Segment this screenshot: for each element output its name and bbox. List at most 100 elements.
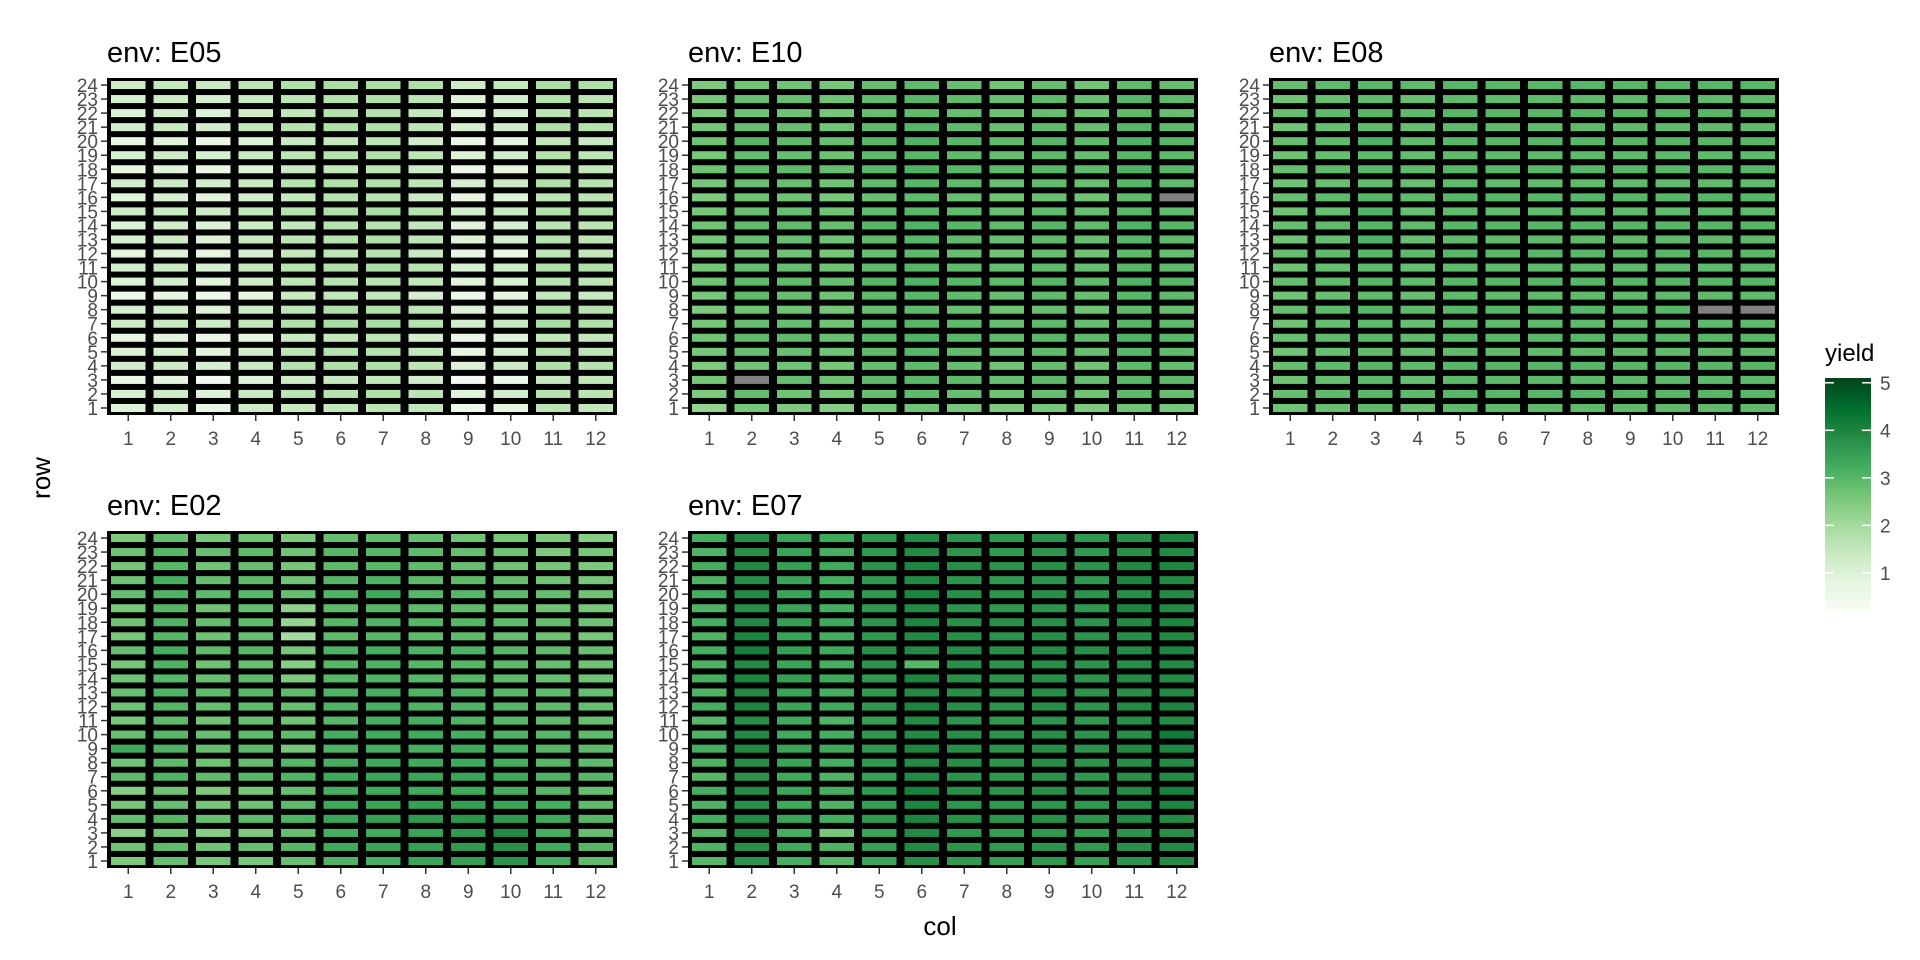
heatmap-cell [692,534,727,543]
heatmap-cell [1032,842,1067,851]
heatmap-cell [536,305,571,314]
heatmap-cell [777,576,812,585]
heatmap-cell [777,165,812,174]
heatmap-cell [819,702,854,711]
heatmap-cell [1698,137,1733,146]
y-tick-label: 21 [1239,118,1260,139]
heatmap-cell [578,165,613,174]
heatmap-cell [578,305,613,314]
heatmap-cell [196,534,231,543]
heatmap-cell [196,576,231,585]
heatmap-cell [536,249,571,258]
heatmap-cell [904,207,939,216]
heatmap-cell [862,277,897,286]
heatmap-cell [1358,81,1393,90]
heatmap-cell [238,632,273,641]
heatmap-cell [1117,389,1152,398]
heatmap-cell [1485,137,1520,146]
heatmap-cell [1074,109,1109,118]
heatmap-cell [1443,109,1478,118]
heatmap-cell [1074,403,1109,412]
heatmap-cell [1159,263,1194,272]
heatmap-cell [536,109,571,118]
heatmap-cell [862,828,897,837]
y-tick-label: 19 [1239,146,1260,167]
heatmap-cell [1485,333,1520,342]
heatmap-cell [692,842,727,851]
heatmap-cell [1117,674,1152,683]
heatmap-cell [451,646,486,655]
y-tick-label: 2 [87,385,98,406]
heatmap-cell [1400,305,1435,314]
heatmap-cell [1655,235,1690,244]
heatmap-cell [578,81,613,90]
heatmap-cell [578,123,613,132]
x-tick-label: 6 [916,429,927,450]
heatmap-cell [536,81,571,90]
heatmap-cell [904,235,939,244]
heatmap-cell [989,277,1024,286]
heatmap-cell [692,632,727,641]
heatmap-cell [536,856,571,865]
heatmap-cell [281,702,316,711]
heatmap-cell [1159,151,1194,160]
heatmap-cell [1358,207,1393,216]
heatmap-cell [1443,179,1478,188]
heatmap-cell [989,618,1024,627]
heatmap-cell [862,137,897,146]
heatmap-cell [451,291,486,300]
heatmap-cell [1273,151,1308,160]
heatmap-cell [1570,333,1605,342]
heatmap-cell [1159,193,1194,202]
heatmap-cell [1655,333,1690,342]
heatmap-cell [493,165,528,174]
heatmap-cell [578,291,613,300]
heatmap-cell [1400,109,1435,118]
heatmap-cell [1159,165,1194,174]
heatmap-cell [1032,179,1067,188]
heatmap-cell [692,716,727,725]
heatmap-cell [196,263,231,272]
heatmap-cell [1159,235,1194,244]
heatmap-cell [1159,123,1194,132]
heatmap-cell [862,716,897,725]
heatmap-cell [281,842,316,851]
heatmap-cell [196,249,231,258]
heatmap-cell [777,758,812,767]
heatmap-cell [862,165,897,174]
x-tick-label: 2 [165,429,176,450]
heatmap-cell [1358,403,1393,412]
heatmap-cell [111,856,146,865]
y-tick-label: 7 [1249,315,1260,336]
y-tick-label: 23 [658,90,679,111]
heatmap-cell [947,389,982,398]
heatmap-cell [1117,632,1152,641]
heatmap-cell [1315,319,1350,328]
heatmap-cell [777,263,812,272]
heatmap-cell [819,618,854,627]
heatmap-cell [111,81,146,90]
heatmap-cell [323,263,358,272]
heatmap-cell [1698,249,1733,258]
heatmap-cell [1117,534,1152,543]
heatmap-cell [578,347,613,356]
heatmap-cell [904,576,939,585]
heatmap-cell [578,646,613,655]
heatmap-cell [1655,151,1690,160]
heatmap-cell [989,151,1024,160]
heatmap-cell [451,151,486,160]
heatmap-cell [451,730,486,739]
heatmap-cell [238,842,273,851]
heatmap-cell [408,856,443,865]
heatmap-cell [947,137,982,146]
heatmap-cell [451,590,486,599]
heatmap-cell [1485,179,1520,188]
y-tick-label: 1 [87,399,98,420]
heatmap-cell [111,361,146,370]
heatmap-cell [692,109,727,118]
heatmap-cell [1400,221,1435,230]
heatmap-cell [1074,590,1109,599]
heatmap-cell [1074,548,1109,557]
heatmap-cell [777,856,812,865]
heatmap-cell [692,800,727,809]
